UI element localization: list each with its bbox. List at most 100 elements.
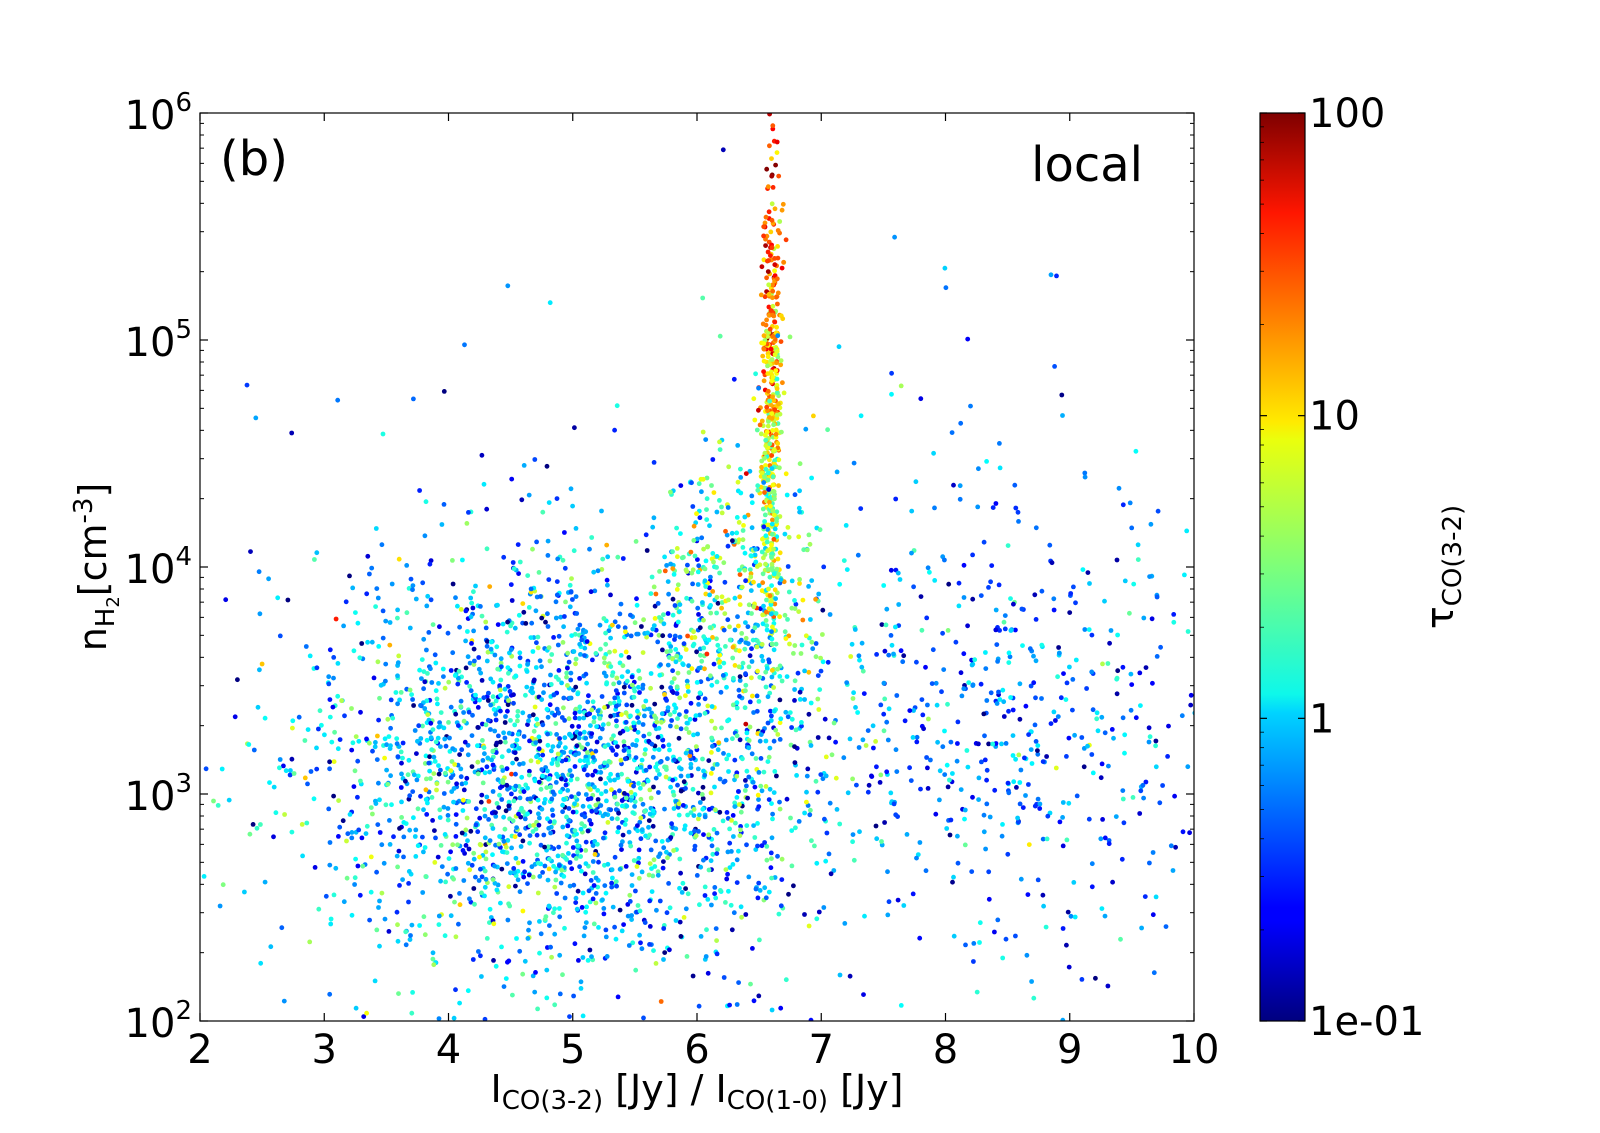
data-point: [697, 625, 703, 631]
data-point: [685, 684, 691, 690]
data-point: [577, 864, 582, 870]
data-point: [774, 566, 780, 572]
data-point: [941, 667, 947, 672]
data-point: [754, 693, 760, 699]
data-point: [1095, 728, 1101, 734]
data-point: [305, 781, 310, 787]
data-point: [651, 784, 656, 790]
data-point: [882, 696, 888, 702]
data-point: [602, 660, 607, 666]
data-point: [859, 640, 865, 646]
data-point: [769, 641, 775, 647]
data-point: [495, 666, 501, 672]
data-point: [1008, 628, 1014, 633]
data-point: [757, 674, 763, 680]
data-point: [702, 666, 707, 672]
data-point: [558, 789, 563, 795]
x-tick-label: 3: [312, 1027, 337, 1073]
data-point: [548, 672, 553, 678]
data-point: [946, 581, 952, 587]
data-point: [483, 876, 489, 882]
data-point: [981, 711, 987, 717]
data-point: [627, 899, 633, 904]
data-point: [762, 512, 768, 518]
data-point: [909, 550, 914, 556]
data-point: [577, 709, 583, 715]
data-point: [652, 616, 658, 621]
data-point: [729, 927, 735, 933]
data-point: [763, 533, 769, 539]
data-point: [614, 675, 620, 681]
data-point: [615, 554, 621, 560]
data-point: [591, 883, 597, 888]
data-point: [716, 740, 722, 745]
data-point: [736, 980, 741, 985]
data-point: [1127, 610, 1132, 616]
data-point: [454, 781, 459, 787]
data-point: [1184, 528, 1190, 534]
data-point: [737, 737, 743, 743]
data-point: [653, 961, 659, 966]
data-point: [1149, 616, 1155, 622]
data-point: [368, 805, 374, 810]
data-point: [1127, 500, 1133, 506]
data-point: [701, 768, 706, 774]
data-point: [548, 682, 554, 687]
data-point: [727, 840, 733, 846]
data-point: [1017, 780, 1023, 785]
data-point: [778, 903, 784, 909]
data-point: [549, 748, 554, 754]
data-point: [395, 615, 400, 621]
data-point: [540, 870, 545, 875]
data-point: [767, 143, 772, 149]
data-point: [1037, 801, 1043, 807]
y-tick-label: 106: [125, 88, 192, 139]
data-point: [451, 786, 457, 791]
data-point: [551, 692, 557, 698]
data-point: [1108, 628, 1114, 633]
data-point: [669, 680, 675, 685]
data-point: [608, 635, 613, 641]
data-point: [714, 938, 719, 943]
data-point: [499, 797, 505, 802]
data-point: [763, 463, 768, 468]
data-point: [727, 865, 733, 870]
data-point: [680, 662, 686, 668]
data-point: [1012, 482, 1018, 488]
data-point: [422, 761, 428, 766]
data-point: [892, 234, 897, 240]
data-point: [381, 860, 387, 866]
data-point: [1121, 1040, 1126, 1045]
data-point: [505, 708, 510, 714]
data-point: [1023, 793, 1028, 798]
data-point: [377, 830, 383, 835]
data-point: [458, 698, 464, 704]
data-point: [820, 607, 826, 613]
data-point: [837, 972, 843, 978]
data-point: [645, 630, 650, 636]
data-point: [770, 374, 776, 380]
data-point: [769, 1007, 775, 1013]
data-point: [992, 929, 997, 935]
data-point: [537, 658, 543, 664]
data-point: [674, 587, 680, 592]
data-point: [493, 698, 499, 704]
data-points: [201, 113, 1194, 1045]
data-point: [1166, 723, 1171, 729]
data-point: [776, 457, 782, 463]
data-point: [468, 828, 474, 834]
data-point: [509, 771, 514, 777]
data-point: [764, 627, 770, 633]
data-point: [367, 740, 372, 746]
data-point: [1130, 795, 1136, 800]
data-point: [647, 861, 653, 866]
data-point: [729, 530, 735, 536]
data-point: [455, 681, 461, 687]
data-point: [515, 709, 521, 714]
data-point: [535, 645, 541, 651]
data-point: [538, 786, 544, 792]
data-point: [789, 578, 795, 584]
data-point: [511, 798, 517, 804]
data-point: [403, 942, 409, 948]
data-point: [772, 458, 778, 464]
